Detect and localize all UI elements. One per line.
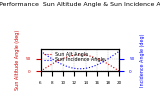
Text: Solar PV/Inverter Performance  Sun Altitude Angle & Sun Incidence Angle on PV Pa: Solar PV/Inverter Performance Sun Altitu… xyxy=(0,2,160,7)
Y-axis label: Incidence Angle (deg): Incidence Angle (deg) xyxy=(140,33,145,87)
Legend: Sun Alt Angle, Sun Incidence Angle: Sun Alt Angle, Sun Incidence Angle xyxy=(43,51,106,63)
Y-axis label: Sun Altitude Angle (deg): Sun Altitude Angle (deg) xyxy=(15,30,20,90)
